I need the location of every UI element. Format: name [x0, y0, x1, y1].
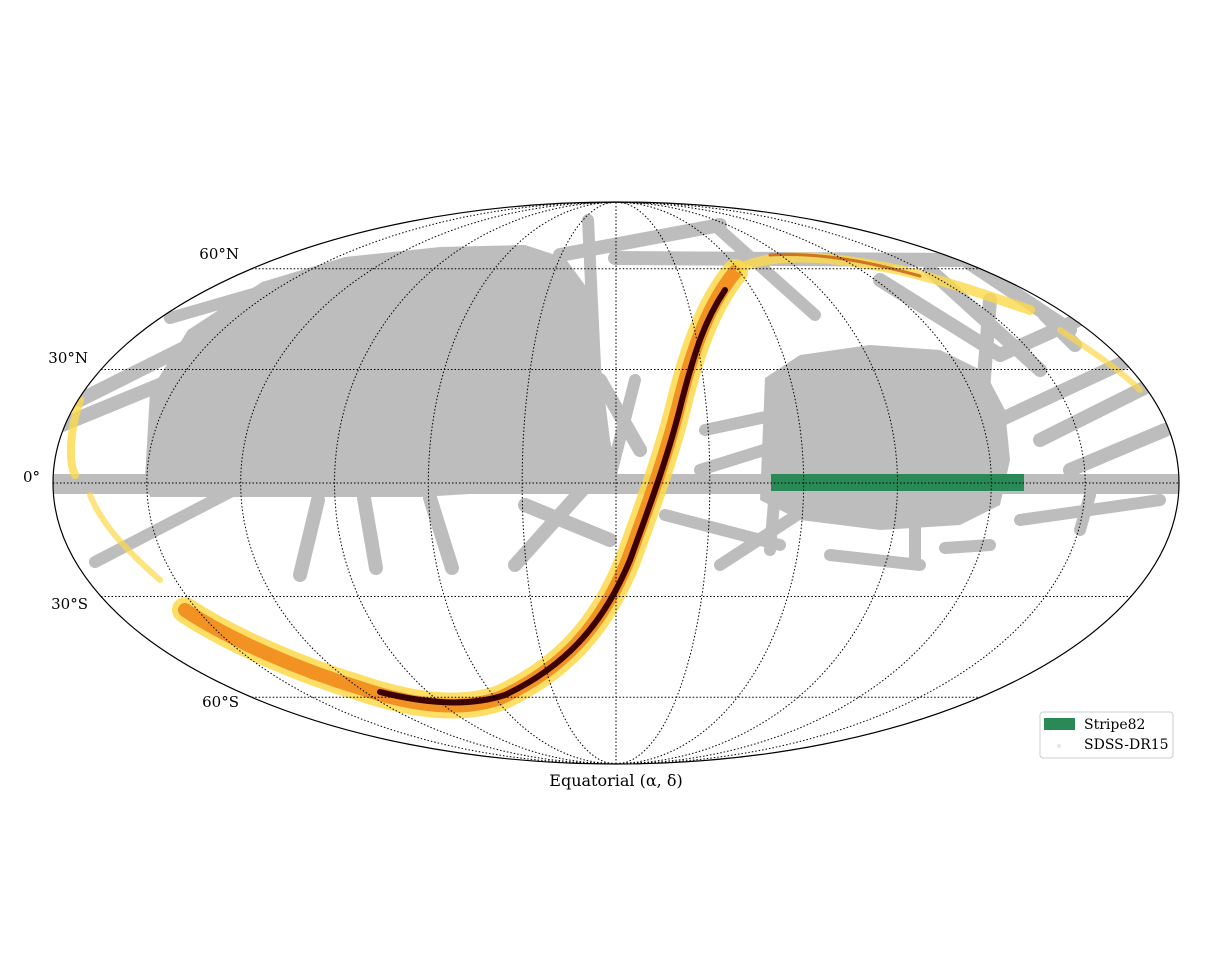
lat-label-0: 0° — [23, 468, 40, 486]
legend: Stripe82 SDSS-DR15 — [1039, 711, 1174, 759]
meridian-line — [615, 201, 1086, 765]
density-band — [66, 252, 1143, 719]
latitude-labels: 60°N 30°N 0° 30°S 60°S — [23, 245, 239, 711]
map-outline — [52, 201, 1180, 765]
lat-label-30s: 30°S — [51, 595, 88, 613]
lat-label-60n: 60°N — [199, 245, 239, 263]
lat-label-30n: 30°N — [48, 349, 88, 367]
frame-label: Equatorial (α, δ) — [549, 771, 682, 790]
legend-label-stripe82: Stripe82 — [1084, 717, 1145, 733]
meridian-line — [240, 201, 617, 765]
meridian-line — [615, 201, 711, 765]
lat-label-60s: 60°S — [202, 693, 239, 711]
meridian-line — [615, 201, 805, 765]
legend-swatch-stripe82 — [1044, 718, 1075, 730]
graticule — [53, 201, 1179, 765]
legend-label-sdss: SDSS-DR15 — [1084, 737, 1169, 753]
legend-swatch-sdss — [1057, 744, 1061, 748]
